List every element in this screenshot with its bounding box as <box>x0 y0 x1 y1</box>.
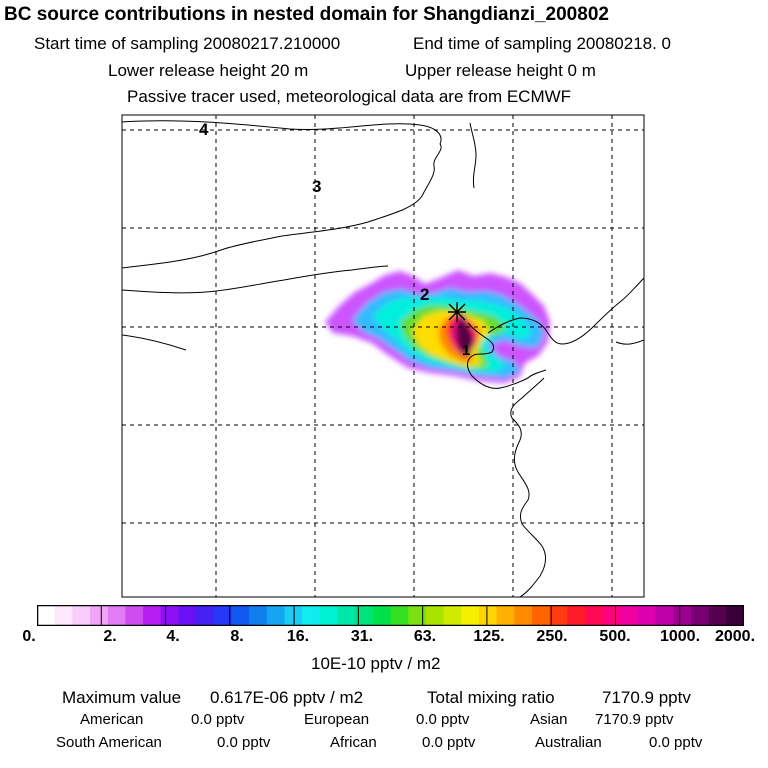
region-value-australian: 0.0 pptv <box>649 734 703 751</box>
total-mixing-label: Total mixing ratio <box>427 688 555 707</box>
colorbar-swatch <box>390 605 409 626</box>
colorbar-swatch <box>249 605 268 626</box>
region-name-european: European <box>304 711 370 728</box>
colorbar-swatch <box>160 605 180 626</box>
page-title: BC source contributions in nested domain… <box>4 4 609 25</box>
colorbar-tick: 125. <box>473 628 505 645</box>
colorbar-swatch <box>708 605 727 626</box>
colorbar-tick: 500. <box>599 628 631 645</box>
colorbar-swatch <box>549 605 568 626</box>
colorbar-units: 10E-10 pptv / m2 <box>311 654 441 673</box>
start-sampling-text: Start time of sampling 20080217.210000 <box>34 34 341 53</box>
colorbar-swatch <box>655 605 674 626</box>
max-value: 0.617E-06 pptv / m2 <box>210 688 364 707</box>
colorbar <box>37 605 744 626</box>
colorbar-swatch <box>408 605 427 626</box>
colorbar-tick: 4. <box>166 628 180 645</box>
colorbar-swatch <box>478 605 498 626</box>
region-value-south-american: 0.0 pptv <box>217 734 271 751</box>
lower-release-text: Lower release height 20 m <box>108 61 309 80</box>
region-name-asian: Asian <box>530 711 568 728</box>
colorbar-swatch <box>196 605 215 626</box>
colorbar-swatch <box>690 605 710 626</box>
map-frame <box>121 114 645 598</box>
region-name-south-american: South American <box>56 734 162 751</box>
position-label-2: 2 <box>420 285 429 304</box>
colorbar-tick: 8. <box>230 628 244 645</box>
colorbar-swatch <box>584 605 604 626</box>
position-label-4: 4 <box>199 120 209 139</box>
colorbar-tick: 63. <box>413 628 437 645</box>
colorbar-swatch <box>461 605 480 626</box>
position-label-3: 3 <box>312 177 321 196</box>
colorbar-swatch <box>143 605 162 626</box>
colorbar-swatch <box>673 605 692 626</box>
region-value-european: 0.0 pptv <box>416 711 470 728</box>
tracer-note-text: Passive tracer used, meteorological data… <box>127 87 572 106</box>
coastlines <box>122 120 644 597</box>
max-value-label: Maximum value <box>62 688 182 707</box>
colorbar-swatch <box>514 605 533 626</box>
colorbar-swatch <box>602 605 621 626</box>
colorbar-swatch <box>178 605 197 626</box>
colorbar-swatch <box>54 605 73 626</box>
colorbar-swatch <box>213 605 233 626</box>
region-name-american: American <box>80 711 144 728</box>
colorbar-swatch <box>107 605 126 626</box>
colorbar-swatch <box>567 605 586 626</box>
colorbar-swatch <box>125 605 144 626</box>
colorbar-swatch <box>337 605 356 626</box>
region-value-african: 0.0 pptv <box>422 734 476 751</box>
region-name-australian: Australian <box>535 734 602 751</box>
colorbar-swatch <box>72 605 91 626</box>
colorbar-tick: 250. <box>536 628 568 645</box>
colorbar-swatch <box>496 605 515 626</box>
colorbar-tick: 0. <box>22 628 36 645</box>
colorbar-swatch <box>284 605 303 626</box>
colorbar-tick: 31. <box>350 628 374 645</box>
colorbar-tick: 16. <box>286 628 310 645</box>
colorbar-swatch <box>425 605 445 626</box>
colorbar-swatch <box>302 605 321 626</box>
lat-lon-grid <box>122 115 644 597</box>
colorbar-swatch <box>90 605 109 626</box>
colorbar-swatch <box>531 605 551 626</box>
colorbar-swatch <box>355 605 374 626</box>
colorbar-tick: 2000. <box>714 628 756 645</box>
colorbar-tick: 2. <box>103 628 117 645</box>
colorbar-tick: 1000. <box>659 628 701 645</box>
region-name-african: African <box>330 734 377 751</box>
receptor-star-icon <box>448 302 466 322</box>
total-mixing-value: 7170.9 pptv <box>602 688 691 707</box>
region-value-asian: 7170.9 pptv <box>595 711 674 728</box>
colorbar-swatch <box>443 605 462 626</box>
region-value-american: 0.0 pptv <box>191 711 245 728</box>
colorbar-swatch <box>372 605 392 626</box>
colorbar-swatch <box>319 605 339 626</box>
colorbar-swatch <box>637 605 657 626</box>
position-label-1: 1 <box>462 342 470 359</box>
colorbar-swatch <box>266 605 286 626</box>
colorbar-frame <box>37 605 744 626</box>
colorbar-swatch <box>726 605 744 626</box>
end-sampling-text: End time of sampling 20080218. 0 <box>413 34 672 53</box>
colorbar-swatch <box>620 605 639 626</box>
upper-release-text: Upper release height 0 m <box>405 61 596 80</box>
colorbar-swatch <box>231 605 250 626</box>
colorbar-swatch <box>37 605 56 626</box>
